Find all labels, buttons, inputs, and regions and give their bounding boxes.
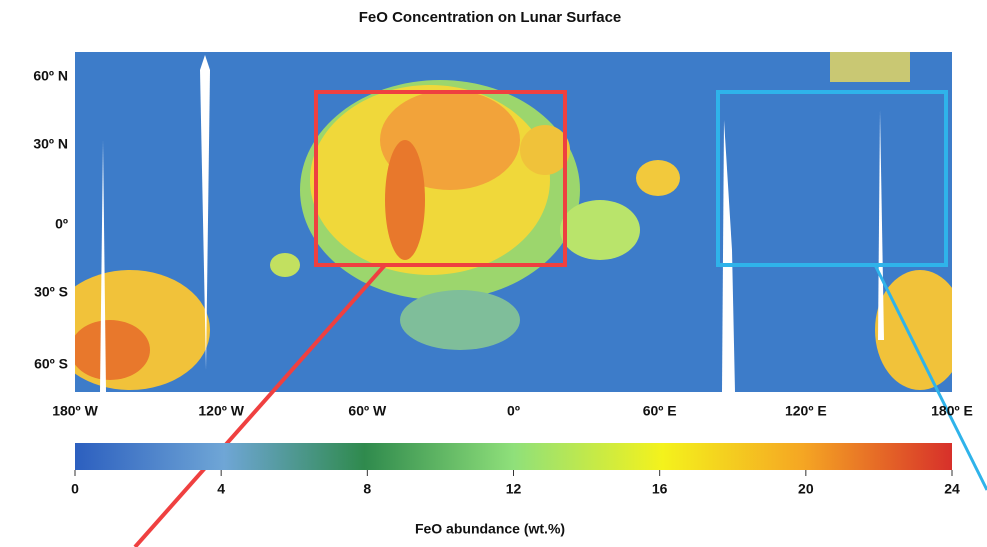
- colorbar-tick-label: 16: [652, 481, 668, 497]
- colorbar: [75, 443, 952, 470]
- longitude-label: 60º W: [348, 403, 387, 419]
- colorbar-tick-label: 20: [798, 481, 814, 497]
- latitude-label: 0º: [55, 216, 68, 232]
- colorbar-tick-label: 12: [506, 481, 522, 497]
- longitude-label: 60º E: [643, 403, 677, 419]
- longitude-label: 0º: [507, 403, 520, 419]
- latitude-label: 60º N: [33, 68, 68, 84]
- colorbar-tick-label: 24: [944, 481, 960, 497]
- map: [50, 52, 965, 392]
- figure: FeO Concentration on Lunar Surface FeO a…: [0, 0, 987, 547]
- title: FeO Concentration on Lunar Surface: [359, 9, 622, 26]
- colorbar-tick-label: 0: [71, 481, 79, 497]
- latitude-label: 60º S: [34, 356, 68, 372]
- latitude-label: 30º S: [34, 284, 68, 300]
- longitude-label: 180º E: [931, 403, 973, 419]
- longitude-label: 120º W: [198, 403, 244, 419]
- longitude-label: 120º E: [785, 403, 827, 419]
- colorbar-tick-label: 4: [217, 481, 225, 497]
- latitude-label: 30º N: [33, 136, 68, 152]
- colorbar-label: FeO abundance (wt.%): [415, 521, 565, 537]
- colorbar-tick-label: 8: [363, 481, 371, 497]
- longitude-label: 180º W: [52, 403, 98, 419]
